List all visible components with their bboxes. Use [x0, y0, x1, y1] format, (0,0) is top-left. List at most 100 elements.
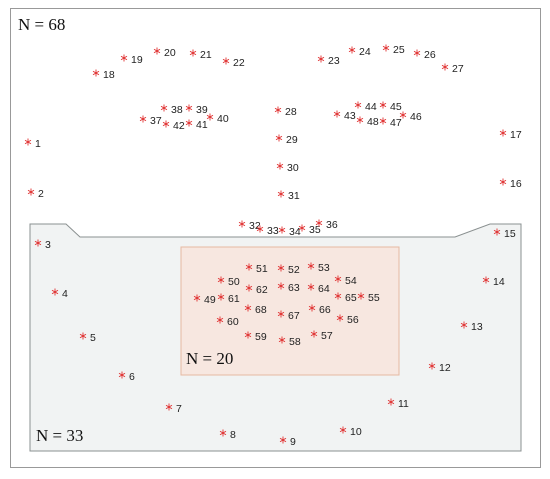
landmark-label: 55 [368, 292, 380, 304]
landmark-marker [277, 310, 285, 318]
marker-stroke [185, 105, 193, 111]
marker-stroke [222, 58, 230, 64]
landmark-label: 34 [289, 226, 301, 238]
marker-stroke [153, 48, 161, 54]
landmark-label: 52 [288, 264, 300, 276]
landmark-label: 44 [365, 101, 377, 113]
landmark-label: 41 [196, 119, 208, 131]
landmark-label: 39 [196, 104, 208, 116]
landmark-label: 23 [328, 55, 340, 67]
marker-stroke [307, 263, 315, 269]
landmark-marker [277, 264, 285, 272]
landmark-marker [245, 263, 253, 271]
landmark-marker [339, 426, 347, 434]
landmark-label: 20 [164, 47, 176, 59]
marker-stroke [217, 294, 225, 300]
landmark-label: 38 [171, 104, 183, 116]
marker-stroke [307, 284, 315, 290]
landmark-marker [79, 332, 87, 340]
landmark-marker [279, 436, 287, 444]
landmark-label: 10 [350, 426, 362, 438]
landmark-label: 36 [326, 219, 338, 231]
landmark-marker [336, 314, 344, 322]
landmark-label: 33 [267, 225, 279, 237]
marker-stroke [206, 114, 214, 120]
landmark-label: 19 [131, 54, 143, 66]
landmark-label: 61 [228, 293, 240, 305]
landmark-marker [356, 116, 364, 124]
marker-stroke [244, 332, 252, 338]
landmark-label: 27 [452, 63, 464, 75]
marker-stroke [354, 102, 362, 108]
landmark-label: 57 [321, 330, 333, 342]
landmark-marker [348, 46, 356, 54]
landmark-label: 4 [62, 288, 68, 300]
landmark-marker [120, 54, 128, 62]
inner-label: N = 20 [186, 349, 233, 368]
landmark-marker [219, 429, 227, 437]
landmark-marker [277, 282, 285, 290]
marker-stroke [245, 264, 253, 270]
landmark-label: 67 [288, 310, 300, 322]
marker-stroke [333, 111, 341, 117]
marker-stroke [310, 331, 318, 337]
landmark-marker [217, 293, 225, 301]
landmark-marker [275, 134, 283, 142]
marker-stroke [499, 130, 507, 136]
marker-stroke [216, 317, 224, 323]
landmark-label: 50 [228, 276, 240, 288]
landmark-label: 15 [504, 228, 516, 240]
marker-stroke [499, 179, 507, 185]
landmark-marker [428, 362, 436, 370]
landmark-marker [310, 330, 318, 338]
landmark-label: 1 [35, 138, 41, 150]
landmark-marker [317, 55, 325, 63]
landmark-label: 9 [290, 436, 296, 448]
landmark-marker [399, 111, 407, 119]
landmark-marker [274, 106, 282, 114]
landmark-marker [307, 283, 315, 291]
landmark-label: 49 [204, 294, 216, 306]
landmark-marker [334, 292, 342, 300]
landmark-marker [24, 138, 32, 146]
marker-stroke [356, 117, 364, 123]
landmark-label: 17 [510, 129, 522, 141]
landmark-label: 3 [45, 239, 51, 251]
landmark-marker [216, 316, 224, 324]
marker-stroke [334, 293, 342, 299]
landmark-marker [238, 220, 246, 228]
landmark-marker [493, 228, 501, 236]
landmark-marker [357, 292, 365, 300]
landmark-label: 65 [345, 292, 357, 304]
marker-stroke [379, 118, 387, 124]
marker-stroke [24, 139, 32, 145]
landmark-label: 59 [255, 331, 267, 343]
landmark-marker [92, 69, 100, 77]
landmark-label: 11 [398, 398, 409, 410]
marker-stroke [189, 50, 197, 56]
marker-stroke [357, 293, 365, 299]
landmark-marker [308, 304, 316, 312]
landmark-marker [460, 321, 468, 329]
landmark-label: 29 [286, 134, 298, 146]
contour-label: N = 33 [36, 426, 83, 445]
landmark-marker [139, 115, 147, 123]
marker-stroke [379, 102, 387, 108]
marker-stroke [118, 372, 126, 378]
total-label: N = 68 [18, 15, 65, 34]
marker-stroke [245, 285, 253, 291]
landmark-marker [334, 275, 342, 283]
landmark-marker [379, 101, 387, 109]
landmark-label: 6 [129, 371, 135, 383]
marker-stroke [339, 427, 347, 433]
marker-stroke [493, 229, 501, 235]
landmark-label: 35 [309, 224, 321, 236]
marker-stroke [399, 112, 407, 118]
marker-stroke [162, 121, 170, 127]
marker-stroke [238, 221, 246, 227]
marker-stroke [274, 107, 282, 113]
landmark-marker [276, 162, 284, 170]
marker-stroke [428, 363, 436, 369]
